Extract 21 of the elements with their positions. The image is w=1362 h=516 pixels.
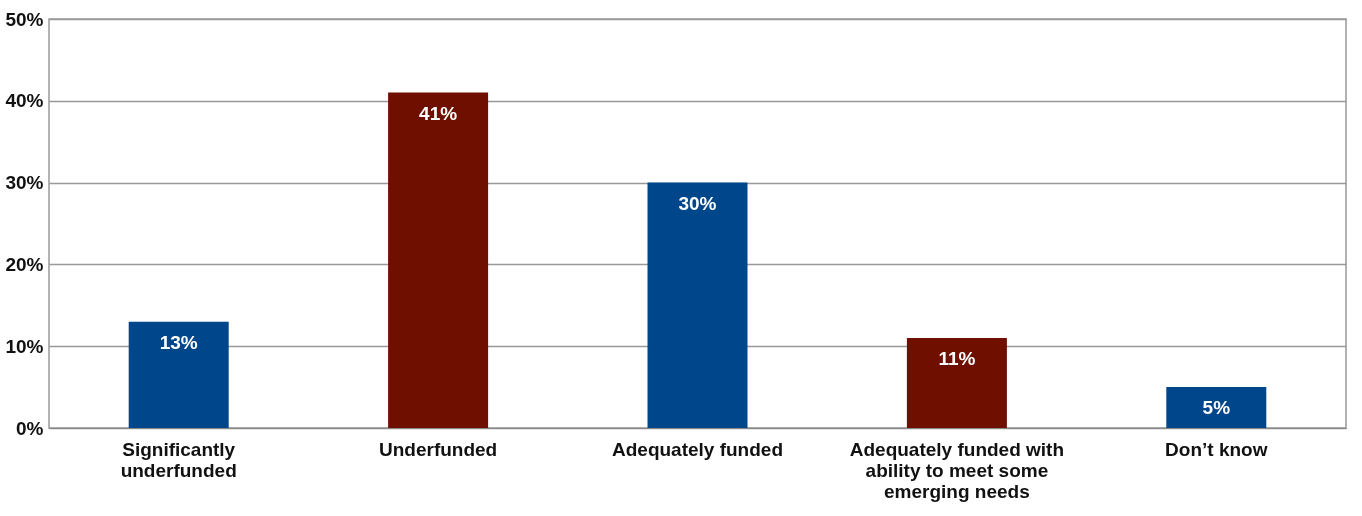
bar: [647, 182, 748, 428]
y-tick-label: 0%: [16, 417, 44, 439]
y-tick-label: 50%: [5, 8, 44, 30]
bar: [388, 92, 489, 428]
data-label: 41%: [419, 102, 458, 124]
bar: [128, 321, 229, 428]
data-label: 30%: [678, 192, 717, 214]
data-label: 13%: [159, 331, 198, 353]
data-label: 11%: [938, 348, 976, 370]
x-tick-label: Adequately funded with ability to meet some emerging needs: [849, 438, 1065, 502]
bar: [1166, 387, 1267, 428]
x-tick-label: Adequately funded: [611, 438, 784, 460]
bar: [906, 338, 1007, 428]
y-tick-label: 10%: [5, 335, 44, 357]
y-tick-label: 20%: [5, 253, 44, 275]
y-tick-label: 30%: [5, 172, 44, 194]
data-label: 5%: [1202, 397, 1231, 419]
y-tick-label: 40%: [5, 90, 44, 112]
x-tick-label: Significantly underfunded: [120, 438, 237, 481]
x-tick-label: Don’t know: [1165, 438, 1268, 460]
x-tick-label: Underfunded: [378, 438, 498, 460]
